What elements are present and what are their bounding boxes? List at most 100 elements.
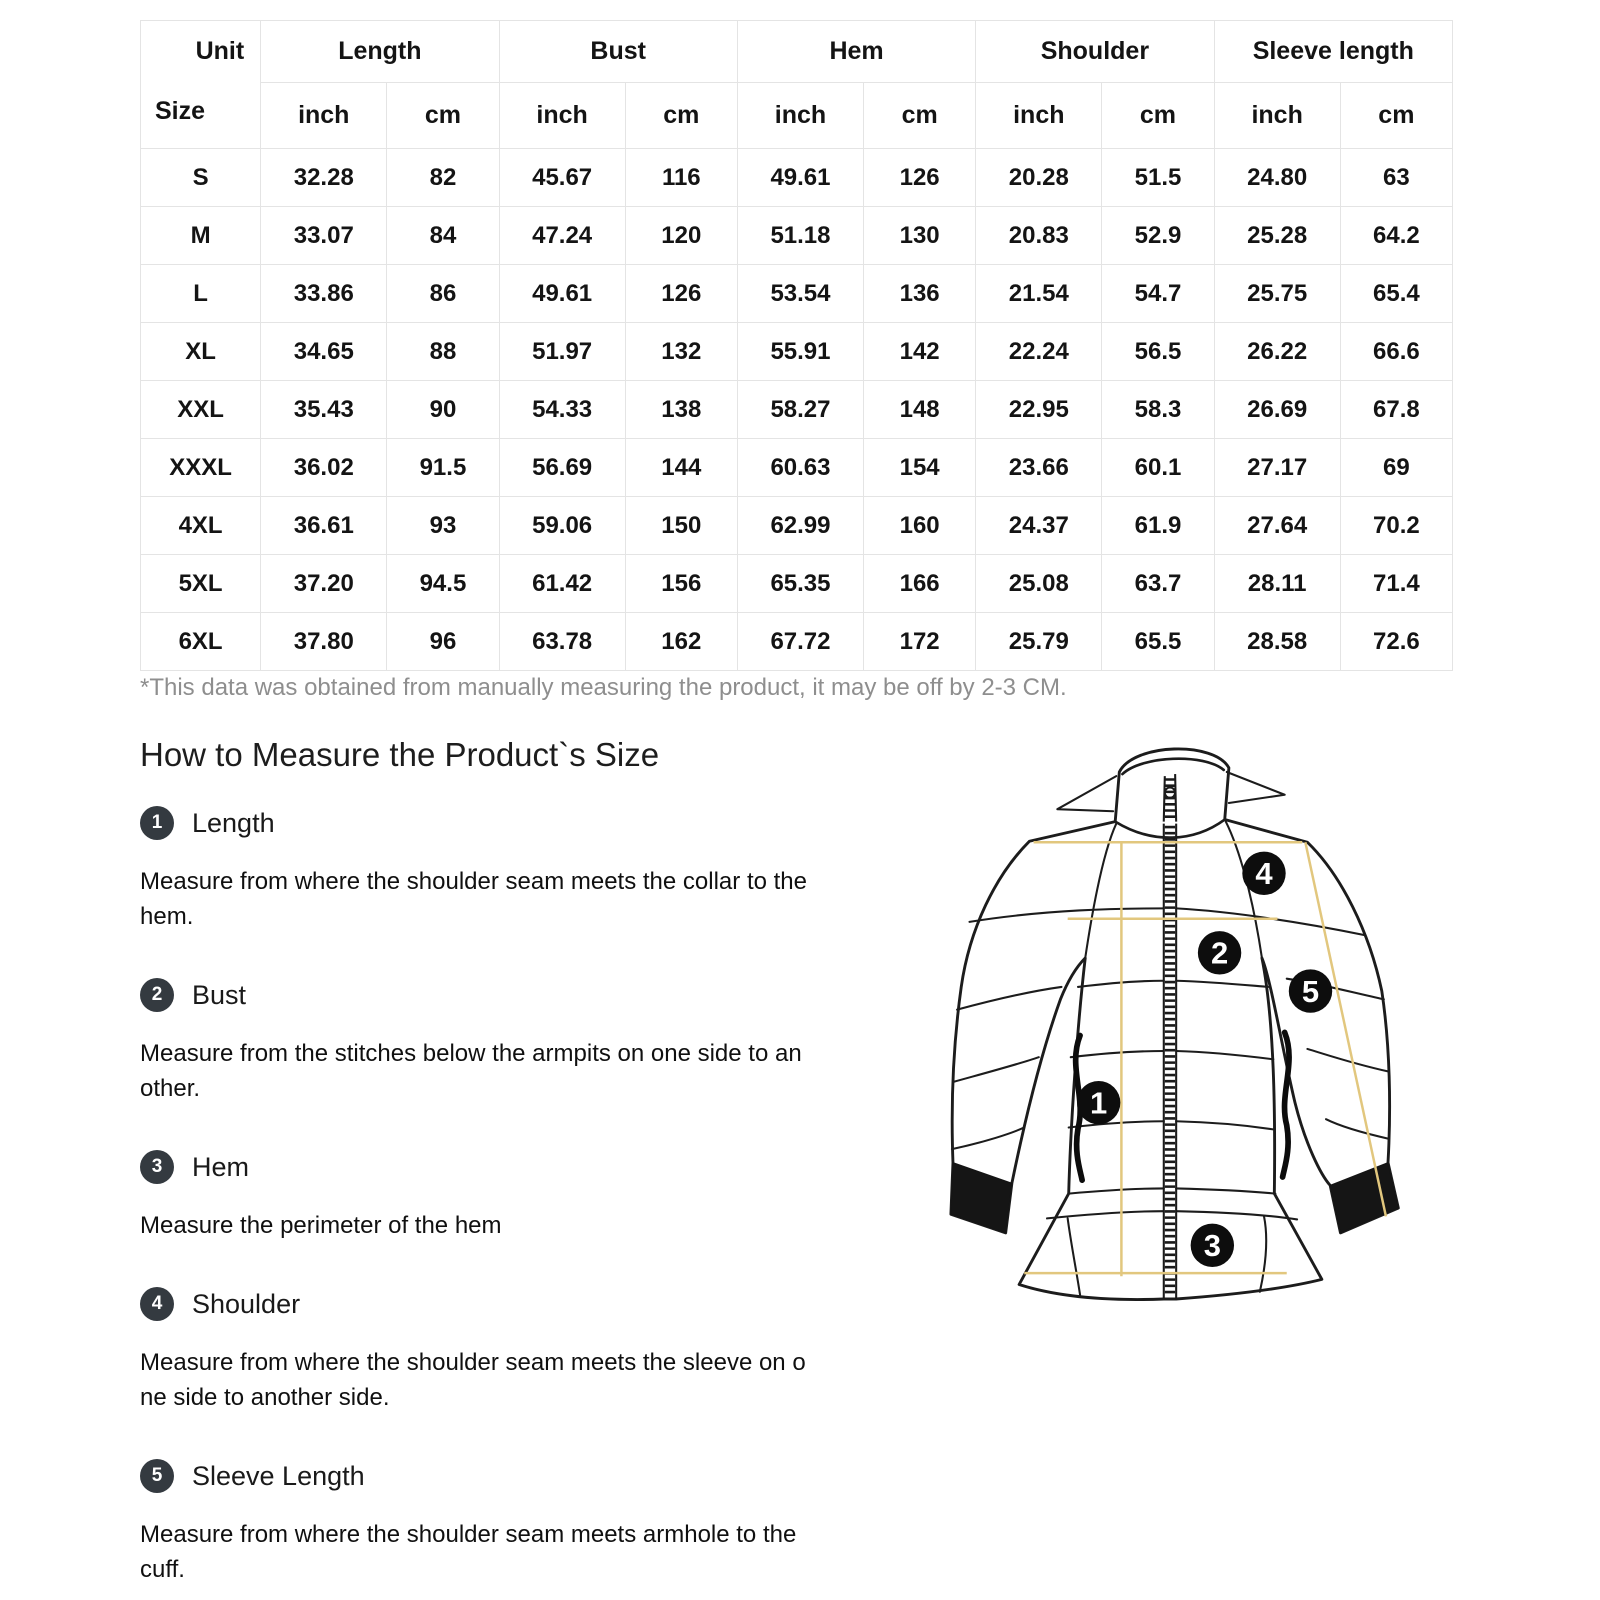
size-value-cell: 52.9 — [1101, 206, 1215, 265]
size-value-cell: 132 — [624, 322, 738, 381]
size-value-cell: 96 — [386, 612, 500, 671]
size-row: XXL 35.43 90 54.33 138 58.27 148 22.95 58.3 26.6… — [139, 380, 1454, 439]
cuff-right — [1329, 1162, 1399, 1234]
size-value-cell: 34.65 — [260, 322, 388, 381]
measure-item-description: Measure from the stitches below the armp… — [140, 1040, 802, 1102]
size-value-cell: 162 — [624, 612, 738, 671]
measure-item: 3 Hem Measure the perimeter of the hem — [140, 1150, 920, 1243]
size-value-cell: 64.2 — [1339, 206, 1454, 265]
size-value-cell: 27.64 — [1213, 496, 1341, 555]
size-row: XXXL 36.02 91.5 56.69 144 60.63 154 23.66 60.1 2… — [139, 438, 1454, 497]
measure-item-label: Length — [192, 807, 275, 838]
size-value-cell: 116 — [624, 148, 738, 207]
size-value-cell: 25.28 — [1213, 206, 1341, 265]
size-value-cell: 27.17 — [1213, 438, 1341, 497]
group-header-row: Unit Size Length Bust Hem Shoulder Sleev… — [139, 20, 1454, 149]
size-value-cell: 60.63 — [736, 438, 865, 497]
step-number-badge: 2 — [140, 978, 174, 1012]
measure-item-header: 2 Bust — [140, 978, 920, 1012]
size-value-cell: 66.6 — [1339, 322, 1454, 381]
size-value-cell: 70.2 — [1339, 496, 1454, 555]
unit-cell: inch — [975, 82, 1103, 149]
size-value-cell: 25.79 — [975, 612, 1103, 671]
svg-text:2: 2 — [1211, 936, 1228, 971]
pocket-right — [1279, 1029, 1292, 1180]
column-group-bust: Bust — [498, 20, 738, 83]
size-value-cell: 154 — [863, 438, 977, 497]
measure-item: 1 Length Measure from where the shoulder… — [140, 806, 920, 934]
column-group-hem: Hem — [736, 20, 977, 83]
measure-item-label: Hem — [192, 1151, 250, 1182]
size-value-cell: 47.24 — [498, 206, 626, 265]
cuff-left — [950, 1162, 1013, 1234]
size-chart-section: Unit Size Length Bust Hem Shoulder Sleev… — [139, 20, 1454, 671]
size-value-cell: 172 — [863, 612, 977, 671]
size-value-cell: 36.02 — [260, 438, 388, 497]
size-label-cell: L — [139, 264, 262, 323]
size-row: 6XL 37.80 96 63.78 162 67.72 172 25.79 65.5 28.5… — [139, 612, 1454, 671]
size-value-cell: 63.78 — [498, 612, 626, 671]
size-value-cell: 144 — [624, 438, 738, 497]
measure-item: 2 Bust Measure from the stitches below t… — [140, 978, 920, 1106]
size-value-cell: 126 — [863, 148, 977, 207]
size-row: 5XL 37.20 94.5 61.42 156 65.35 166 25.08 63.7 28… — [139, 554, 1454, 613]
unit-cell: cm — [386, 82, 500, 149]
unit-cell: cm — [863, 82, 977, 149]
measure-item-description: Measure from where the shoulder seam mee… — [140, 868, 807, 930]
zipper-pull — [1163, 786, 1177, 799]
size-value-cell: 25.75 — [1213, 264, 1341, 323]
how-to-measure-title: How to Measure the Product`s Size — [140, 736, 660, 773]
size-value-cell: 88 — [386, 322, 500, 381]
size-value-cell: 20.28 — [975, 148, 1103, 207]
unit-cell: cm — [1339, 82, 1454, 149]
size-value-cell: 67.8 — [1339, 380, 1454, 439]
size-label-cell: XL — [139, 322, 262, 381]
size-value-cell: 126 — [624, 264, 738, 323]
size-value-cell: 54.7 — [1101, 264, 1215, 323]
unit-cell: cm — [624, 82, 738, 149]
measure-item-header: 1 Length — [140, 806, 920, 840]
size-value-cell: 156 — [624, 554, 738, 613]
size-value-cell: 130 — [863, 206, 977, 265]
size-label-cell: 4XL — [139, 496, 262, 555]
size-value-cell: 25.08 — [975, 554, 1103, 613]
size-value-cell: 49.61 — [498, 264, 626, 323]
unit-cell: cm — [1101, 82, 1215, 149]
column-group-shoulder: Shoulder — [975, 20, 1215, 83]
size-value-cell: 142 — [863, 322, 977, 381]
marker-bust: 2 — [1197, 931, 1242, 975]
measure-item-label: Sleeve Length — [192, 1460, 365, 1491]
size-value-cell: 24.37 — [975, 496, 1103, 555]
size-value-cell: 28.58 — [1213, 612, 1341, 671]
size-value-cell: 20.83 — [975, 206, 1103, 265]
size-value-cell: 90 — [386, 380, 500, 439]
size-value-cell: 37.80 — [260, 612, 388, 671]
raglan-seam-left — [1084, 822, 1118, 960]
size-value-cell: 33.07 — [260, 206, 388, 265]
size-value-cell: 58.3 — [1101, 380, 1215, 439]
size-value-cell: 63.7 — [1101, 554, 1215, 613]
size-value-cell: 69 — [1339, 438, 1454, 497]
measure-item: 5 Sleeve Length Measure from where the s… — [140, 1459, 920, 1587]
size-value-cell: 58.27 — [736, 380, 865, 439]
size-value-cell: 26.69 — [1213, 380, 1341, 439]
size-label-cell: 5XL — [139, 554, 262, 613]
size-value-cell: 49.61 — [736, 148, 865, 207]
marker-length: 1 — [1076, 1080, 1121, 1125]
jacket-measurement-diagram: 4 2 5 1 3 — [949, 747, 1400, 1301]
size-value-cell: 61.42 — [498, 554, 626, 613]
size-value-cell: 53.54 — [736, 264, 865, 323]
measure-item-description: Measure the perimeter of the hem — [140, 1212, 502, 1239]
size-chart-table: Unit Size Length Bust Hem Shoulder Sleev… — [139, 20, 1454, 671]
measure-item-header: 5 Sleeve Length — [140, 1459, 920, 1493]
measure-item-description: Measure from where the shoulder seam mee… — [140, 1349, 806, 1411]
size-value-cell: 60.1 — [1101, 438, 1215, 497]
size-value-cell: 36.61 — [260, 496, 388, 555]
size-value-cell: 86 — [386, 264, 500, 323]
size-row: 4XL 36.61 93 59.06 150 62.99 160 24.37 61.9 27.6… — [139, 496, 1454, 555]
size-label-cell: S — [139, 148, 262, 207]
step-number-badge: 4 — [140, 1287, 174, 1321]
guide-sleeve — [1304, 842, 1388, 1217]
size-value-cell: 65.4 — [1339, 264, 1454, 323]
